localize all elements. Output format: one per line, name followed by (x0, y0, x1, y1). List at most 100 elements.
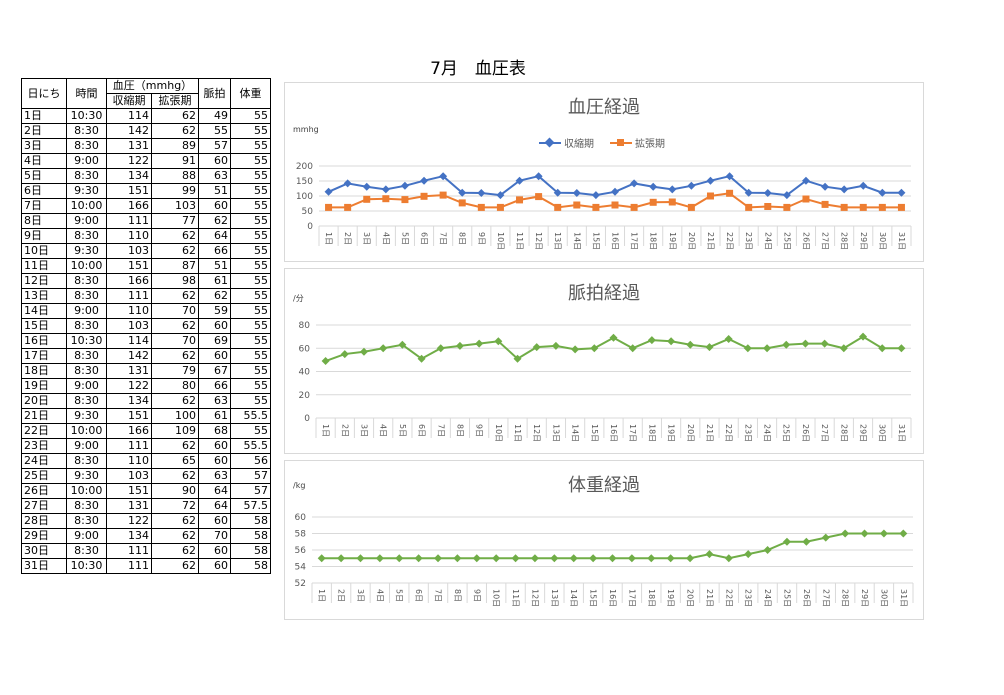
x-tick-label: 18日 (649, 232, 658, 250)
cell-diastolic: 80 (151, 378, 199, 394)
cell-weight: 57 (230, 468, 271, 484)
data-point (569, 554, 578, 563)
data-point (511, 554, 520, 563)
cell-diastolic: 70 (151, 303, 199, 319)
cell-time: 8:30 (66, 453, 107, 469)
table-row: 6日 9:30 151 99 51 55 (21, 183, 271, 199)
data-point (395, 554, 404, 563)
data-point (343, 179, 352, 188)
y-tick-label: 80 (299, 321, 311, 331)
data-point (324, 187, 333, 196)
data-point (859, 181, 868, 190)
cell-diastolic: 89 (151, 138, 199, 154)
data-point (627, 554, 636, 563)
x-tick-label: 19日 (667, 424, 676, 442)
cell-weight: 55.5 (230, 408, 271, 424)
cell-time: 8:30 (66, 348, 107, 364)
cell-weight: 56 (230, 453, 271, 469)
cell-pulse: 61 (198, 273, 231, 289)
data-point (439, 172, 448, 181)
x-tick-label: 16日 (609, 424, 618, 442)
data-point (420, 192, 428, 200)
data-point (724, 554, 733, 563)
y-tick-label: 58 (295, 530, 307, 540)
x-tick-label: 19日 (666, 589, 675, 607)
cell-weight: 55 (230, 108, 271, 124)
data-point (453, 554, 462, 563)
cell-weight: 55 (230, 348, 271, 364)
data-point (801, 176, 810, 185)
table-row: 7日 10:00 166 103 60 55 (21, 198, 271, 214)
x-tick-label: 4日 (379, 424, 388, 437)
y-tick-label: 56 (295, 546, 307, 556)
x-tick-label: 10日 (492, 589, 501, 607)
cell-systolic: 131 (106, 363, 152, 379)
table-row: 4日 9:00 122 91 60 55 (21, 153, 271, 169)
chart-title: 体重経過 (568, 475, 640, 496)
x-tick-label: 18日 (647, 589, 656, 607)
table-row: 10日 9:30 103 62 66 55 (21, 243, 271, 259)
cell-time: 9:30 (66, 183, 107, 199)
x-tick-label: 10日 (496, 232, 505, 250)
data-point (821, 533, 830, 542)
cell-diastolic: 79 (151, 363, 199, 379)
y-tick-label: 200 (296, 162, 313, 172)
header-day: 日にち (21, 78, 67, 109)
table-row: 27日 8:30 131 72 64 57.5 (21, 498, 271, 514)
cell-day: 25日 (21, 468, 67, 484)
data-point (532, 343, 541, 352)
data-point (667, 337, 676, 346)
data-point (630, 179, 639, 188)
x-tick-label: 16日 (608, 589, 617, 607)
cell-pulse: 70 (198, 528, 231, 544)
table-row: 8日 9:00 111 77 62 55 (21, 213, 271, 229)
data-point (744, 188, 753, 197)
cell-time: 9:00 (66, 528, 107, 544)
cell-systolic: 166 (106, 423, 152, 439)
cell-systolic: 110 (106, 453, 152, 469)
table-row: 20日 8:30 134 62 63 55 (21, 393, 271, 409)
cell-diastolic: 87 (151, 258, 199, 274)
cell-time: 8:30 (66, 543, 107, 559)
table-row: 1日 10:30 114 62 49 55 (21, 108, 271, 124)
cell-time: 8:30 (66, 393, 107, 409)
data-point (879, 529, 888, 538)
cell-pulse: 61 (198, 408, 231, 424)
x-tick-label: 12日 (532, 424, 541, 442)
x-tick-label: 17日 (630, 232, 639, 250)
data-point (553, 188, 562, 197)
cell-day: 5日 (21, 168, 67, 184)
cell-diastolic: 98 (151, 273, 199, 289)
x-tick-label: 3日 (359, 424, 368, 437)
data-point (359, 347, 368, 356)
cell-diastolic: 109 (151, 423, 199, 439)
data-point (745, 203, 753, 211)
cell-systolic: 151 (106, 183, 152, 199)
data-point (687, 203, 695, 211)
cell-day: 12日 (21, 273, 67, 289)
cell-pulse: 60 (198, 153, 231, 169)
cell-day: 1日 (21, 108, 67, 124)
cell-day: 16日 (21, 333, 67, 349)
data-point (550, 554, 559, 563)
x-tick-label: 12日 (534, 232, 543, 250)
data-point (340, 350, 349, 359)
cell-time: 10:00 (66, 483, 107, 499)
table-row: 3日 8:30 131 89 57 55 (21, 138, 271, 154)
cell-time: 9:30 (66, 408, 107, 424)
header-pulse: 脈拍 (198, 78, 231, 109)
data-point (535, 193, 543, 201)
x-tick-label: 23日 (744, 232, 753, 250)
cell-pulse: 60 (198, 348, 231, 364)
cell-systolic: 111 (106, 288, 152, 304)
x-tick-label: 6日 (414, 589, 423, 602)
data-point (897, 188, 906, 197)
cell-time: 9:00 (66, 378, 107, 394)
cell-diastolic: 72 (151, 498, 199, 514)
data-point (551, 341, 560, 350)
data-point (897, 203, 905, 211)
cell-diastolic: 62 (151, 468, 199, 484)
x-tick-label: 6日 (420, 232, 429, 245)
cell-diastolic: 62 (151, 393, 199, 409)
cell-systolic: 110 (106, 303, 152, 319)
